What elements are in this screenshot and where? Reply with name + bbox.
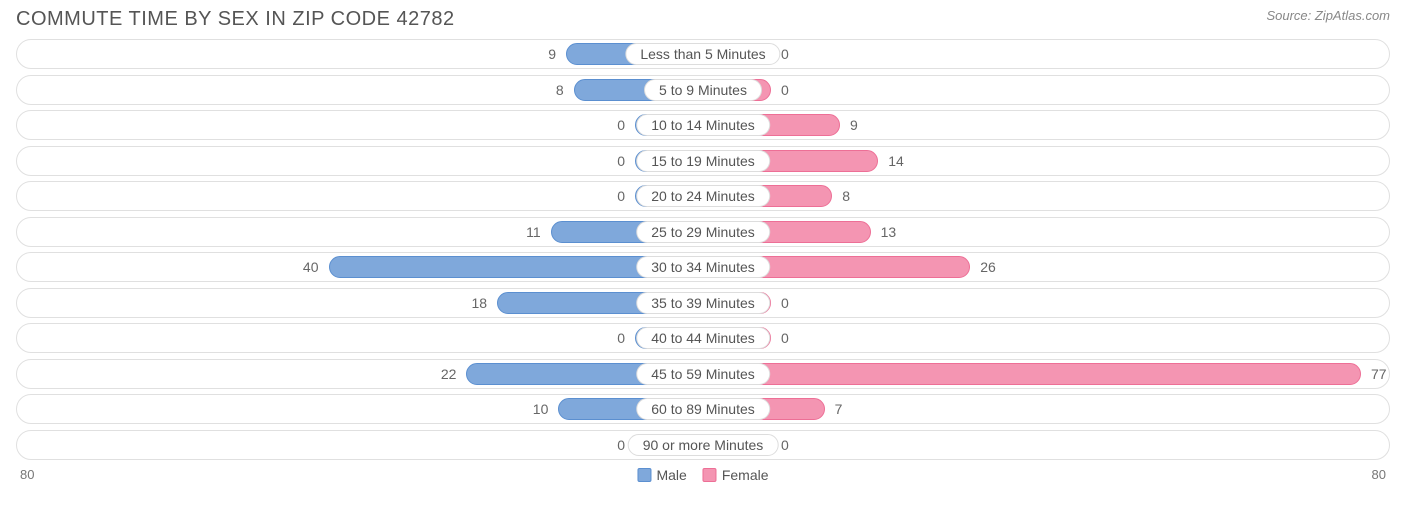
category-label: 35 to 39 Minutes — [636, 292, 770, 314]
category-label: 10 to 14 Minutes — [636, 114, 770, 136]
value-female: 13 — [873, 221, 897, 243]
legend-item-female: Female — [703, 467, 769, 483]
category-label: 45 to 59 Minutes — [636, 363, 770, 385]
value-male: 11 — [526, 221, 549, 243]
category-label: 15 to 19 Minutes — [636, 150, 770, 172]
chart-row: 0090 or more Minutes — [16, 430, 1390, 460]
chart-row: 22 77 45 to 59 Minutes — [16, 359, 1390, 389]
chart-row: 0 040 to 44 Minutes — [16, 323, 1390, 353]
chart-header: COMMUTE TIME BY SEX IN ZIP CODE 42782 So… — [12, 8, 1394, 39]
bar-female — [703, 363, 1361, 385]
value-male: 18 — [472, 292, 496, 314]
category-label: 90 or more Minutes — [628, 434, 779, 456]
axis-max-left: 80 — [20, 467, 34, 482]
chart-row: 0 9 10 to 14 Minutes — [16, 110, 1390, 140]
legend-swatch-male — [637, 468, 651, 482]
value-female: 14 — [880, 150, 904, 172]
value-female: 26 — [972, 256, 996, 278]
value-male: 0 — [617, 114, 633, 136]
value-male: 10 — [533, 398, 557, 420]
value-female: 0 — [773, 327, 789, 349]
value-male: 22 — [441, 363, 465, 385]
chart-row: 10 7 60 to 89 Minutes — [16, 394, 1390, 424]
legend-item-male: Male — [637, 467, 686, 483]
chart-row: 0 14 15 to 19 Minutes — [16, 146, 1390, 176]
chart-source: Source: ZipAtlas.com — [1266, 8, 1390, 23]
category-label: 60 to 89 Minutes — [636, 398, 770, 420]
category-label: Less than 5 Minutes — [625, 43, 780, 65]
chart-title: COMMUTE TIME BY SEX IN ZIP CODE 42782 — [16, 8, 455, 31]
category-label: 40 to 44 Minutes — [636, 327, 770, 349]
value-male: 0 — [617, 150, 633, 172]
axis-max-right: 80 — [1372, 467, 1386, 482]
value-male: 0 — [617, 185, 633, 207]
chart-axis: 80 Male Female 80 — [12, 465, 1394, 482]
legend-label-male: Male — [656, 467, 686, 483]
legend-label-female: Female — [722, 467, 769, 483]
category-label: 5 to 9 Minutes — [644, 79, 762, 101]
chart-container: COMMUTE TIME BY SEX IN ZIP CODE 42782 So… — [0, 0, 1406, 522]
value-female: 77 — [1363, 363, 1387, 385]
chart-row: 0 8 20 to 24 Minutes — [16, 181, 1390, 211]
value-female: 0 — [773, 292, 789, 314]
category-label: 25 to 29 Minutes — [636, 221, 770, 243]
value-male: 40 — [303, 256, 327, 278]
chart-row: 40 26 30 to 34 Minutes — [16, 252, 1390, 282]
chart-row: 11 13 25 to 29 Minutes — [16, 217, 1390, 247]
value-female: 9 — [842, 114, 858, 136]
value-female: 8 — [834, 185, 850, 207]
legend-swatch-female — [703, 468, 717, 482]
value-male: 9 — [548, 43, 564, 65]
chart-plot-area: 90Less than 5 Minutes805 to 9 Minutes091… — [12, 39, 1394, 460]
value-female: 7 — [827, 398, 843, 420]
category-label: 20 to 24 Minutes — [636, 185, 770, 207]
chart-row: 8 0 5 to 9 Minutes — [16, 75, 1390, 105]
value-female: 0 — [773, 79, 789, 101]
value-male: 0 — [617, 327, 633, 349]
value-male: 8 — [556, 79, 572, 101]
chart-row: 90Less than 5 Minutes — [16, 39, 1390, 69]
chart-row: 18 035 to 39 Minutes — [16, 288, 1390, 318]
category-label: 30 to 34 Minutes — [636, 256, 770, 278]
chart-legend: Male Female — [637, 467, 768, 483]
